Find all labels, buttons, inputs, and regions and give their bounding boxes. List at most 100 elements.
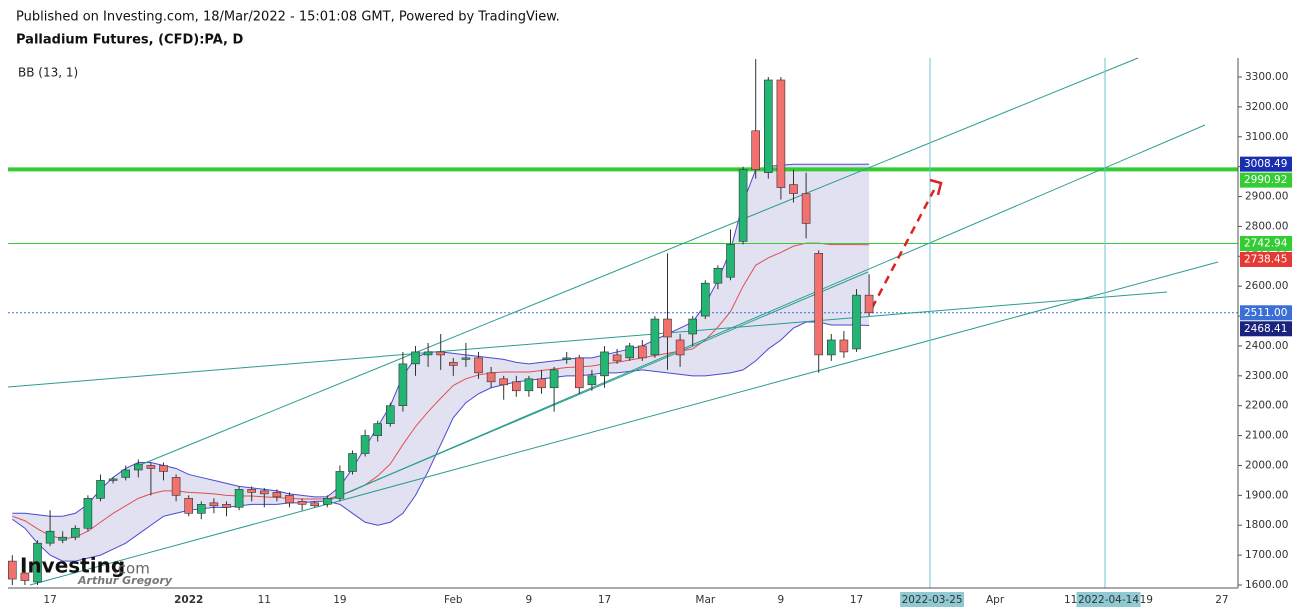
candle-body	[335, 471, 345, 499]
candle-body	[108, 478, 118, 481]
candle-body	[360, 435, 370, 454]
price-label-box	[1240, 251, 1292, 267]
candle-body	[222, 504, 231, 508]
candle-body	[184, 498, 193, 514]
candle-body	[8, 560, 17, 580]
candle-body	[411, 351, 420, 365]
price-label-box	[1240, 305, 1292, 321]
candle-body	[864, 294, 874, 314]
candle-body	[726, 244, 735, 278]
candle-body	[814, 253, 824, 356]
price-label-box	[1240, 321, 1292, 337]
trendline	[7, 291, 1168, 388]
candle-body	[322, 498, 332, 505]
candle-body	[852, 294, 861, 350]
candle-body	[549, 369, 559, 389]
candle-body	[297, 501, 307, 505]
x-tick-label: Feb	[444, 594, 463, 606]
candle-body	[146, 465, 156, 469]
y-tick-label: 3300.00	[1245, 71, 1288, 83]
chart-title: Palladium Futures, (CFD):PA, D	[16, 33, 244, 48]
trendline	[329, 271, 869, 501]
candle-body	[713, 267, 723, 284]
candle-body	[650, 318, 660, 356]
candle-body	[121, 469, 130, 478]
candle-body	[272, 492, 282, 498]
axis-labels: 1600.00 1700.00 1800.00 1900.00 2000.00 2100.…	[43, 71, 1292, 607]
candle-body	[574, 357, 584, 389]
candle-body	[637, 345, 647, 359]
candle-body	[398, 363, 408, 407]
price-label-box	[1240, 172, 1292, 188]
candle-body	[524, 378, 534, 392]
x-tick-label: 17	[43, 594, 56, 606]
candle-body	[776, 79, 786, 188]
x-tick-label: Apr	[986, 594, 1005, 606]
candle-body	[247, 489, 256, 493]
candle-body	[45, 530, 55, 544]
candle-body	[562, 357, 572, 360]
x-tick-label: 2022-04-14	[1078, 594, 1139, 606]
candle-body	[763, 79, 773, 173]
price-label-box	[1240, 156, 1292, 172]
price-label: 3008.49	[1244, 158, 1287, 170]
candle-body	[801, 193, 811, 224]
candle-body	[537, 378, 546, 389]
trendline	[139, 57, 1139, 466]
trendline	[329, 124, 1206, 501]
candle-body	[373, 423, 383, 436]
y-tick-label: 2200.00	[1245, 400, 1288, 412]
candle-body	[625, 345, 635, 359]
y-tick-label: 2600.00	[1245, 280, 1288, 292]
candle-body	[826, 339, 836, 356]
candle-body	[259, 490, 269, 495]
price-label: 2738.45	[1244, 253, 1287, 265]
header: Published on Investing.com, 18/Mar/2022 …	[16, 10, 560, 25]
candle-body	[83, 498, 93, 529]
candle-body	[423, 351, 433, 356]
y-tick-label: 2000.00	[1245, 459, 1288, 471]
bb-middle	[12, 242, 870, 540]
candle-body	[385, 405, 395, 424]
candle-body	[134, 463, 143, 471]
y-tick-label: 1800.00	[1245, 519, 1288, 531]
y-tick-label: 2400.00	[1245, 340, 1288, 352]
candle-body	[600, 351, 609, 377]
candle-body	[587, 375, 597, 386]
candle-body	[33, 542, 42, 583]
candle-body	[751, 130, 761, 170]
forecast-arrow	[870, 189, 936, 309]
candle-body	[58, 536, 68, 541]
candle-body	[499, 378, 509, 386]
candle-body	[436, 351, 446, 356]
x-tick-label: 27	[1215, 594, 1228, 606]
candle-body	[700, 282, 710, 317]
x-tick-label: 19	[1140, 594, 1153, 606]
candle-body	[448, 362, 458, 366]
y-tick-label: 1700.00	[1245, 549, 1288, 561]
candle-body	[663, 318, 672, 338]
x-tick-label: 11	[258, 594, 271, 606]
price-label: 2511.00	[1244, 307, 1287, 319]
x-tick-label: Mar	[695, 594, 715, 606]
candle-body	[789, 184, 798, 194]
x-marker-box	[900, 592, 965, 607]
bb-lower	[12, 321, 870, 562]
indicator-label: BB (13, 1)	[18, 66, 78, 80]
y-tick-label: 1900.00	[1245, 489, 1288, 501]
candle-body	[159, 465, 168, 472]
candle-body	[20, 572, 30, 581]
candle-body	[348, 453, 357, 472]
candle-body	[310, 502, 320, 507]
logo: Investing .com Arthur Gregory	[20, 554, 173, 588]
candle-body	[234, 489, 244, 508]
candle-body	[209, 502, 219, 507]
y-tick-label: 2800.00	[1245, 220, 1288, 232]
price-label: 2990.92	[1244, 174, 1287, 186]
x-tick-label: 11	[1064, 594, 1077, 606]
x-tick-label: 17	[598, 594, 611, 606]
candle-body	[171, 477, 181, 496]
author: Arthur Gregory	[77, 574, 173, 587]
